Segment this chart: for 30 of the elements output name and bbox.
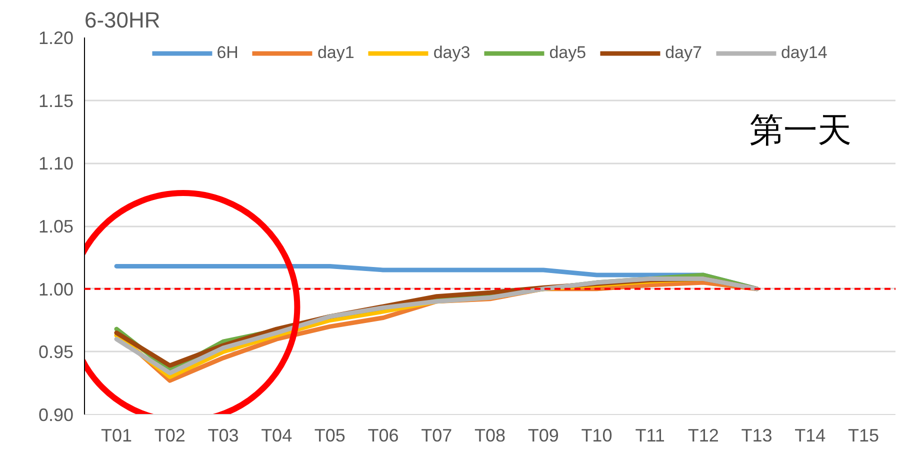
y-tick-label: 1.20 (38, 28, 74, 48)
legend-label: day1 (317, 43, 354, 63)
x-tick-label: T10 (581, 426, 612, 446)
legend-label: 6H (216, 43, 238, 63)
legend-label: day5 (549, 43, 586, 63)
x-tick-label: T09 (528, 426, 559, 446)
x-tick-label: T06 (368, 426, 399, 446)
y-tick-label: 1.10 (38, 154, 74, 174)
x-tick-label: T11 (635, 426, 665, 446)
chart-title: 6-30HR (84, 8, 160, 32)
x-tick-label: T13 (741, 426, 772, 446)
y-tick-label: 1.00 (38, 279, 74, 300)
x-tick-label: T03 (208, 426, 239, 446)
y-tick-label: 0.90 (38, 405, 74, 425)
y-tick-label: 1.15 (38, 90, 74, 111)
x-tick-label: T05 (314, 426, 346, 446)
x-tick-label: T01 (101, 426, 132, 446)
legend-label: day3 (433, 43, 470, 63)
y-tick-label: 0.95 (38, 342, 74, 362)
x-tick-label: T02 (154, 426, 186, 446)
x-tick-label: T15 (848, 426, 880, 446)
x-tick-label: T14 (794, 426, 826, 446)
x-tick-label: T08 (474, 426, 506, 446)
y-tick-label: 1.05 (38, 216, 74, 236)
legend-label: day7 (665, 43, 702, 63)
x-tick-label: T12 (688, 426, 719, 446)
x-tick-label: T07 (421, 426, 452, 446)
annotation: 第一天 (750, 110, 852, 150)
legend-label: day14 (780, 43, 828, 63)
x-tick-label: T04 (261, 426, 292, 446)
